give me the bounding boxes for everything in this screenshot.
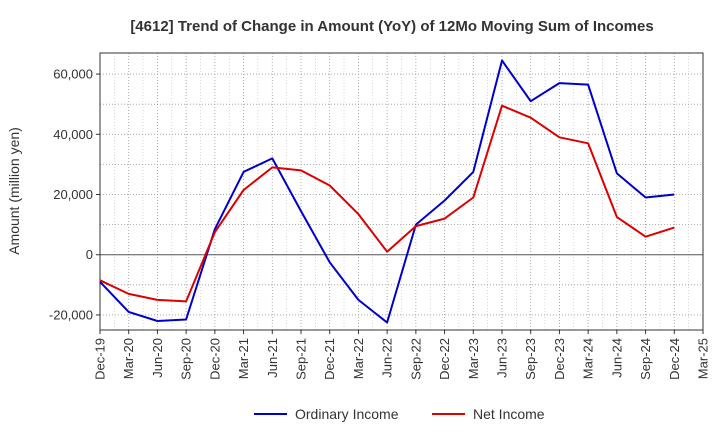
x-tick-label: Sep-23 <box>523 338 538 380</box>
y-tick-label: -20,000 <box>49 307 93 322</box>
x-tick-label: Dec-24 <box>667 338 682 380</box>
y-axis-label: Amount (million yen) <box>6 127 22 255</box>
x-tick-label: Jun-22 <box>380 338 395 378</box>
x-tick-label: Dec-21 <box>322 338 337 380</box>
x-tick-label: Jun-24 <box>609 338 624 378</box>
x-tick-label: Dec-19 <box>93 338 108 380</box>
legend-label: Ordinary Income <box>295 406 399 422</box>
y-tick-label: 20,000 <box>53 187 93 202</box>
x-tick-label: Jun-23 <box>495 338 510 378</box>
x-axis: Dec-19 Mar-20 Jun-20 Sep-20 Dec-20 Mar-21 Jun-… <box>93 330 711 380</box>
series-line-ordinary-income <box>99 59 675 324</box>
x-tick-label: Dec-23 <box>552 338 567 380</box>
x-tick-label: Dec-20 <box>207 338 222 380</box>
x-tick-label: Dec-22 <box>437 338 452 380</box>
x-tick-label: Mar-25 <box>696 338 711 379</box>
y-axis: -20,000 0 20,000 40,000 60,000 <box>49 67 100 322</box>
x-tick-label: Sep-20 <box>179 338 194 380</box>
legend: Ordinary Income Net Income <box>254 406 545 422</box>
series-line-net-income <box>99 104 675 303</box>
x-tick-label: Sep-24 <box>638 338 653 380</box>
plot-area <box>99 52 704 331</box>
y-tick-label: 60,000 <box>53 67 93 82</box>
y-tick-label: 40,000 <box>53 127 93 142</box>
x-tick-label: Mar-21 <box>236 338 251 379</box>
y-tick-label: 0 <box>86 247 93 262</box>
legend-label: Net Income <box>473 406 545 422</box>
x-tick-label: Jun-21 <box>265 338 280 378</box>
x-tick-label: Mar-20 <box>121 338 136 379</box>
x-tick-label: Sep-22 <box>408 338 423 380</box>
x-tick-label: Jun-20 <box>150 338 165 378</box>
grid-lines <box>100 53 703 330</box>
x-tick-label: Mar-23 <box>466 338 481 379</box>
x-tick-label: Mar-22 <box>351 338 366 379</box>
series-layer <box>99 59 675 324</box>
x-tick-label: Sep-21 <box>294 338 309 380</box>
x-tick-label: Mar-24 <box>581 338 596 379</box>
chart-title: [4612] Trend of Change in Amount (YoY) o… <box>130 18 653 35</box>
